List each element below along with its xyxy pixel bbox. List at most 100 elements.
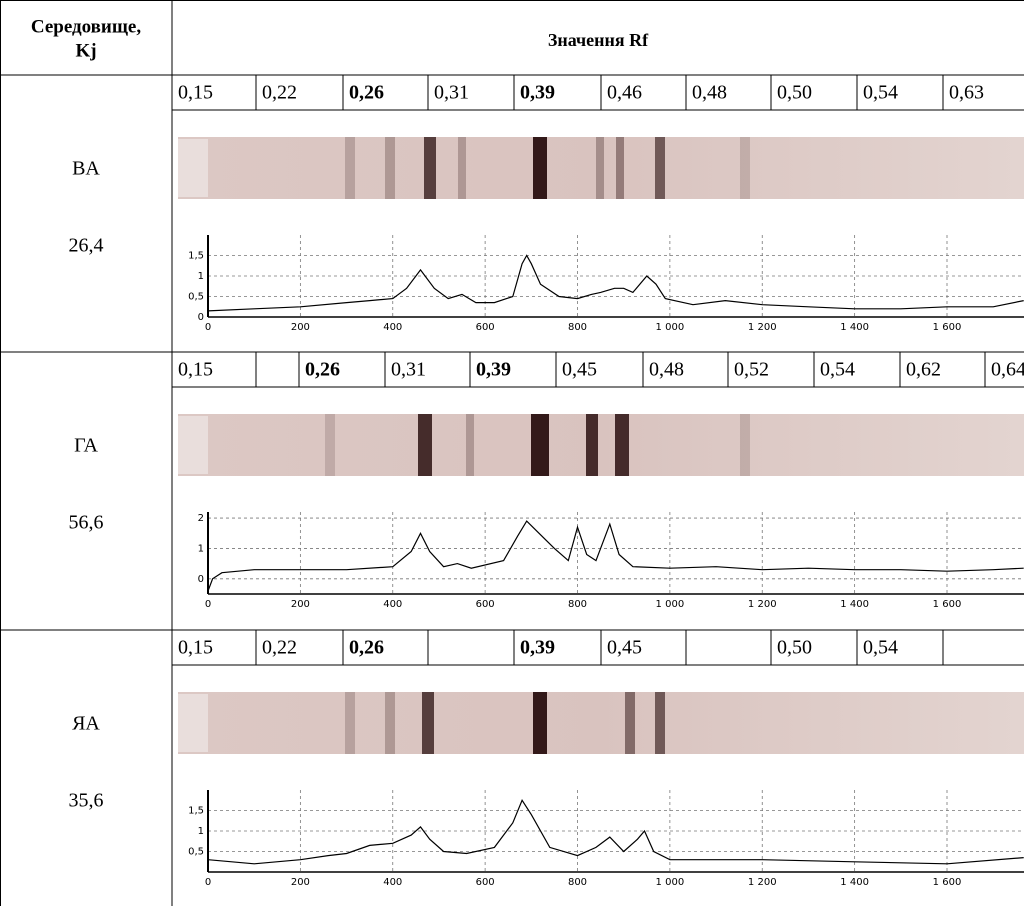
y-tick-label: 2 xyxy=(198,513,204,524)
y-tick-label: 0,5 xyxy=(188,847,204,858)
x-tick-label: 1 000 xyxy=(656,322,685,333)
medium-name: BA xyxy=(72,158,100,180)
strip-band xyxy=(424,137,436,199)
rf-value: 0,26 xyxy=(349,637,384,659)
x-tick-label: 1 200 xyxy=(748,322,777,333)
rf-value: 0,50 xyxy=(777,82,812,104)
y-tick-label: 0,5 xyxy=(188,292,204,303)
rf-value: 0,54 xyxy=(863,637,898,659)
medium-name: ГА xyxy=(74,435,98,457)
x-tick-label: 1 600 xyxy=(933,877,962,888)
rf-value: 0,62 xyxy=(906,359,941,381)
x-tick-label: 800 xyxy=(568,322,587,333)
y-tick-label: 0 xyxy=(198,312,204,323)
rf-value: 0,15 xyxy=(178,359,213,381)
rf-value: 0,46 xyxy=(607,82,642,104)
rf-value: 0,39 xyxy=(520,82,555,104)
kj-value: 26,4 xyxy=(69,235,104,257)
y-tick-label: 1,5 xyxy=(188,251,204,262)
x-tick-label: 200 xyxy=(291,599,310,610)
x-tick-label: 0 xyxy=(205,322,211,333)
x-tick-label: 600 xyxy=(476,877,495,888)
rf-value: 0,50 xyxy=(777,637,812,659)
rf-header: Значення Rf xyxy=(548,30,649,50)
x-tick-label: 600 xyxy=(476,599,495,610)
x-tick-label: 800 xyxy=(568,599,587,610)
kj-value: 35,6 xyxy=(69,790,104,812)
chromatogram-strip xyxy=(178,692,1024,754)
strip-band xyxy=(616,137,624,199)
rf-value: 0,39 xyxy=(520,637,555,659)
y-tick-label: 1 xyxy=(198,543,204,554)
x-tick-label: 800 xyxy=(568,877,587,888)
rf-value: 0,39 xyxy=(476,359,511,381)
rf-value: 0,52 xyxy=(734,359,769,381)
rf-value: 0,15 xyxy=(178,82,213,104)
strip-band xyxy=(385,137,395,199)
rf-value: 0,45 xyxy=(562,359,597,381)
x-tick-label: 200 xyxy=(291,322,310,333)
strip-band xyxy=(422,692,434,754)
y-tick-label: 1 xyxy=(198,271,204,282)
rf-value: 0,54 xyxy=(863,82,898,104)
strip-band xyxy=(655,692,665,754)
rf-value: 0,45 xyxy=(607,637,642,659)
x-tick-label: 400 xyxy=(383,322,402,333)
y-tick-label: 0 xyxy=(198,574,204,585)
y-tick-label: 1 xyxy=(198,826,204,837)
strip-band xyxy=(533,137,547,199)
rf-value: 0,48 xyxy=(692,82,727,104)
strip-band xyxy=(345,692,355,754)
strip-band xyxy=(531,414,549,476)
strip-band xyxy=(533,692,547,754)
rf-value: 0,54 xyxy=(820,359,855,381)
x-tick-label: 1 000 xyxy=(656,599,685,610)
y-tick-label: 1,5 xyxy=(188,806,204,817)
strip-start xyxy=(178,694,208,752)
x-tick-label: 1 600 xyxy=(933,322,962,333)
x-tick-label: 1 600 xyxy=(933,599,962,610)
densitogram-line xyxy=(207,254,1024,312)
strip-band xyxy=(345,137,355,199)
x-tick-label: 0 xyxy=(205,599,211,610)
medium-name: ЯА xyxy=(72,713,100,735)
rf-value: 0,26 xyxy=(349,82,384,104)
strip-band xyxy=(325,414,335,476)
strip-band xyxy=(458,137,466,199)
x-tick-label: 1 200 xyxy=(748,877,777,888)
rf-value: 0,64 xyxy=(991,359,1024,381)
strip-band xyxy=(586,414,598,476)
x-tick-label: 200 xyxy=(291,877,310,888)
rf-value: 0,63 xyxy=(949,82,984,104)
rf-value: 0,22 xyxy=(262,637,297,659)
rf-value: 0,15 xyxy=(178,637,213,659)
chromatogram-strip xyxy=(178,414,1024,476)
strip-band xyxy=(615,414,629,476)
kj-value: 56,6 xyxy=(69,512,104,534)
medium-header: Середовище, xyxy=(31,16,141,37)
strip-start xyxy=(178,416,208,474)
densitogram-line xyxy=(207,520,1024,592)
rf-value: 0,31 xyxy=(434,82,469,104)
rf-value: 0,48 xyxy=(649,359,684,381)
x-tick-label: 400 xyxy=(383,599,402,610)
chromatogram-strip xyxy=(178,137,1024,199)
x-tick-label: 1 400 xyxy=(840,322,869,333)
rf-value: 0,26 xyxy=(305,359,340,381)
strip-band xyxy=(625,692,635,754)
medium-header: Kj xyxy=(75,40,96,61)
strip-band xyxy=(655,137,665,199)
rf-value: 0,22 xyxy=(262,82,297,104)
x-tick-label: 1 400 xyxy=(840,877,869,888)
strip-band xyxy=(385,692,395,754)
strip-band xyxy=(596,137,604,199)
x-tick-label: 600 xyxy=(476,322,495,333)
x-tick-label: 1 000 xyxy=(656,877,685,888)
x-tick-label: 400 xyxy=(383,877,402,888)
strip-band xyxy=(740,137,750,199)
strip-start xyxy=(178,139,208,197)
rf-value: 0,31 xyxy=(391,359,426,381)
x-tick-label: 0 xyxy=(205,877,211,888)
